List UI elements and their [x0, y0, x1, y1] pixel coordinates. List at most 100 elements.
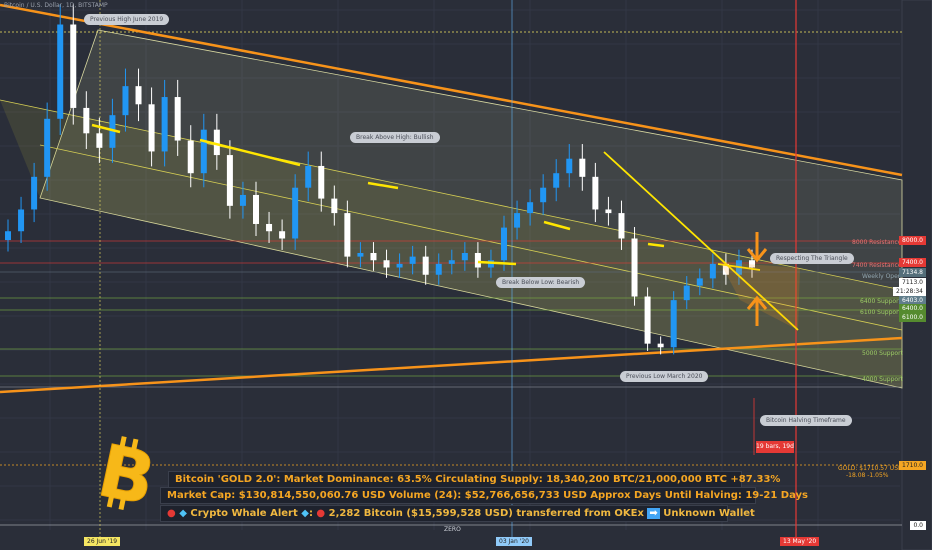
candle-body [57, 24, 64, 119]
price-tag-6403: 6403.0 [899, 296, 926, 305]
trend-segment [647, 242, 665, 248]
price-tag-gold: 1710.0 [899, 461, 926, 470]
annotation-respect-triangle: Respecting The Triangle [770, 253, 854, 264]
trend-segment [199, 138, 301, 167]
candle-body [396, 263, 403, 268]
x-label-may20: 13 May '20 [780, 537, 820, 546]
candle-body [540, 187, 547, 203]
candle-body [696, 278, 703, 286]
level-label-4000: 4000 Support [862, 376, 903, 383]
candle-body [200, 129, 207, 174]
price-tag-last: 7113.0 [899, 278, 926, 287]
level-label-gold: GOLD: $1710.57 USD [838, 465, 903, 472]
level-label-gold-change: -18.08 -1.05% [846, 472, 889, 479]
candle-body [44, 118, 51, 177]
bitcoin-logo-icon: B [92, 434, 162, 514]
candle-body [292, 187, 299, 239]
price-tag-zero: 0.0 [910, 521, 926, 530]
candle-body [383, 260, 390, 268]
candle-body [253, 194, 259, 224]
annotation-previous-low: Previous Low March 2020 [620, 371, 709, 382]
whale-alert-destination: Unknown Wallet [663, 508, 755, 519]
candle-body [109, 115, 116, 148]
price-tag-6400: 6400.0 [899, 304, 926, 313]
trend-segment [543, 220, 571, 231]
orange-support-trendline [0, 336, 903, 394]
symbol-label: Bitcoin / U.S. Dollar, 1D, BITSTAMP [4, 2, 108, 9]
candle-body [318, 165, 325, 199]
candle-body [709, 263, 716, 279]
candle-body [514, 213, 521, 228]
candle-body [70, 24, 77, 108]
price-tag-8000: 8000.0 [899, 236, 926, 245]
info-line-market-cap: Market Cap: $130,814,550,060.76 USD Volu… [160, 487, 808, 504]
candle-body [122, 86, 129, 116]
candle-body [279, 231, 286, 239]
annotation-break-below: Break Below Low: Bearish [496, 277, 586, 288]
candle-body [683, 285, 690, 301]
whale-alert-title: Crypto Whale Alert [190, 508, 298, 519]
level-label-weekly: Weekly Open [862, 273, 902, 280]
zero-line-label: ZERO [444, 526, 461, 533]
annotation-previous-high: Previous High June 2019 [84, 14, 170, 25]
candle-body [174, 97, 181, 141]
triangle-lower-line [717, 263, 761, 271]
candle-body [331, 198, 338, 214]
trend-segment [91, 123, 121, 134]
candle-body [31, 176, 38, 210]
chart-header: Bitcoin / U.S. Dollar, 1D, BITSTAMP [4, 2, 112, 9]
alarm-icon-2: ● [316, 508, 326, 519]
candle-body [722, 263, 729, 275]
svg-text:B: B [92, 434, 162, 514]
arrow-down-icon [746, 232, 768, 263]
orange-resistance-trendline [0, 3, 903, 177]
candle-body [239, 194, 246, 206]
candle-body [213, 129, 220, 156]
candle-body [749, 260, 755, 268]
candle-body [96, 133, 103, 148]
candle-body [474, 252, 481, 268]
candle-body [657, 343, 664, 348]
candle-body [592, 176, 599, 210]
price-tag-7400: 7400.0 [899, 258, 926, 267]
level-label-6100: 6100 Support [860, 309, 901, 316]
candle-body [357, 252, 364, 257]
candle-body [422, 256, 429, 275]
trend-segment [367, 181, 399, 190]
candle-body [501, 227, 507, 261]
triangle-upper-line [603, 151, 799, 331]
candle-body [409, 256, 416, 264]
x-label-jan20: 03 Jan '20 [496, 537, 532, 546]
info-line-whale-alert: ● ◆ Crypto Whale Alert ◆: ● 2,282 Bitcoi… [160, 505, 755, 522]
candle-body [266, 223, 273, 232]
triangle-zone [720, 262, 800, 330]
trend-segment [477, 260, 517, 266]
annotation-break-above: Break Above High: Bullish [350, 132, 440, 143]
whale-icon-2: ◆ [301, 508, 309, 519]
level-label-7400: 7400 Resistance [852, 262, 902, 269]
arrow-right-icon: ➡ [647, 508, 660, 519]
candle-body [644, 296, 651, 344]
candle-body [566, 158, 573, 174]
candle-body [527, 202, 534, 214]
level-label-6400: 6400 Support [860, 298, 901, 305]
candle-body [161, 97, 168, 152]
candle-body [605, 209, 612, 214]
candle-body [18, 209, 25, 232]
candle-body [579, 158, 586, 177]
candle-body [344, 213, 351, 257]
price-tag-timer: 21:28:34 [893, 287, 926, 296]
whale-alert-text: 2,282 Bitcoin ($15,599,528 USD) transfer… [328, 508, 644, 519]
x-label-jun19: 26 Jun '19 [84, 537, 121, 546]
candle-body [461, 252, 468, 261]
level-label-8000: 8000 Resistance [852, 239, 902, 246]
annotation-halving: Bitcoin Halving Timeframe [760, 415, 852, 426]
candle-body [553, 173, 560, 188]
candle-body [370, 252, 377, 261]
candle-body [83, 107, 90, 134]
arrow-up-icon [746, 295, 768, 326]
candle-body [5, 231, 11, 241]
level-label-5000: 5000 Support [862, 350, 903, 357]
price-tag-weekly: 7134.8 [899, 268, 926, 277]
